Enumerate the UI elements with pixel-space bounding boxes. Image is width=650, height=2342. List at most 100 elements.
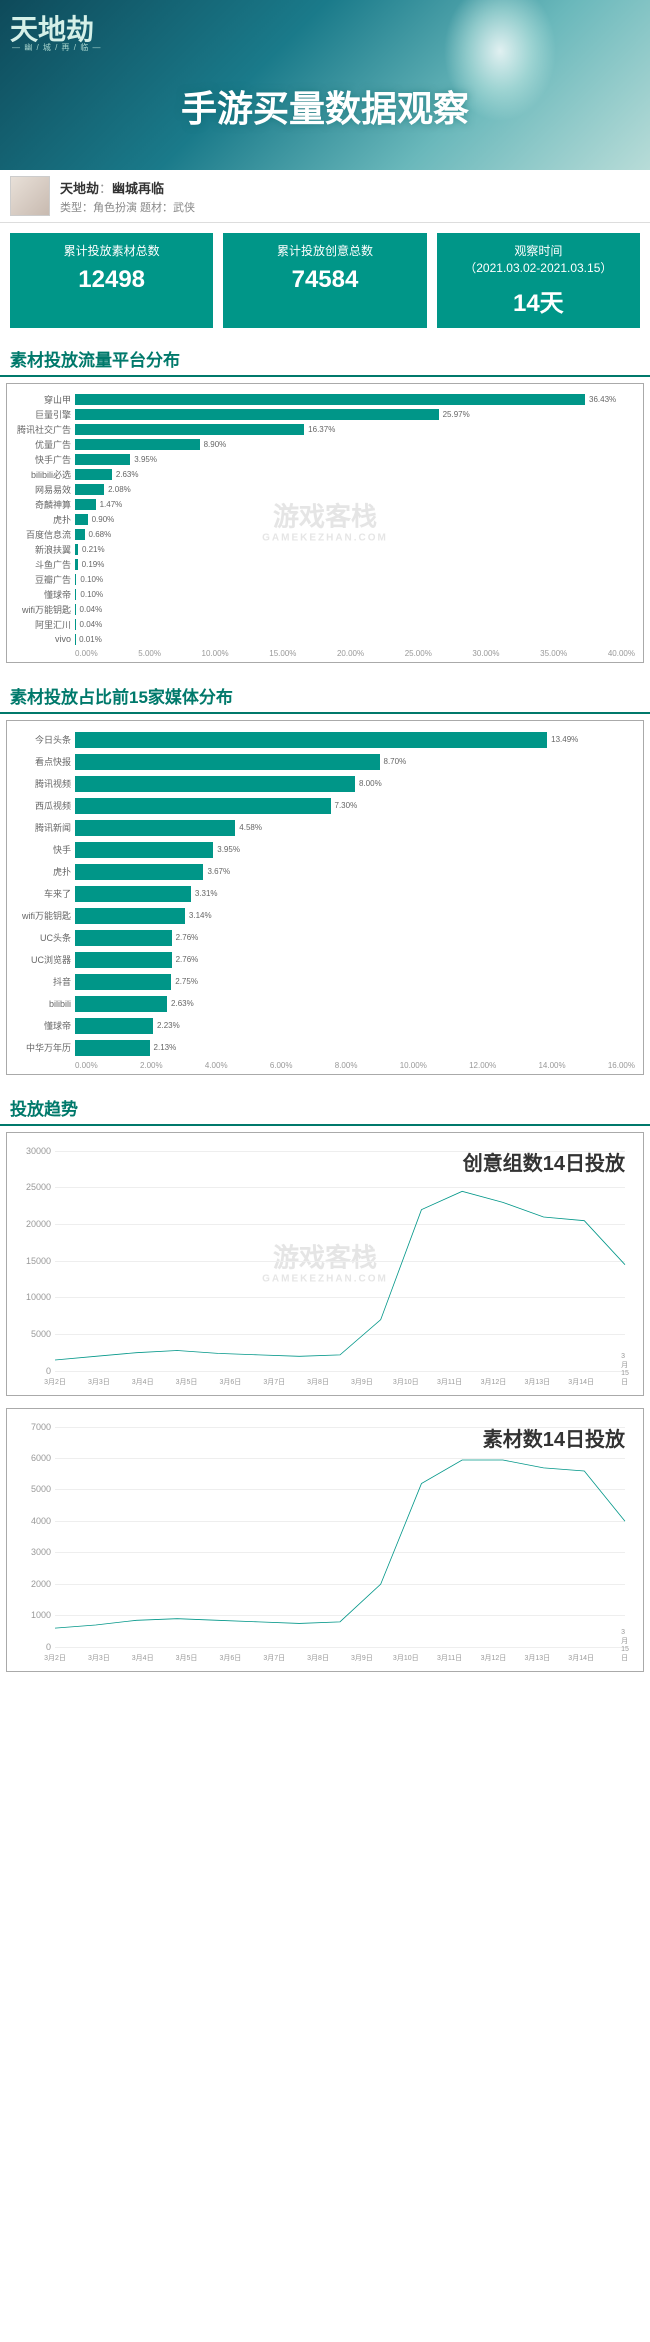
bar-label: 百度信息流 [15,528,75,541]
bar-track: 0.01% [75,634,635,645]
stat-label: 观察时间（2021.03.02-2021.03.15） [443,243,634,277]
bar-value: 2.76% [176,955,199,964]
bar-label: UC浏览器 [15,953,75,966]
x-tick: 5.00% [138,649,161,658]
y-tick: 7000 [17,1422,51,1432]
bar-row: bilibili2.63% [15,993,635,1015]
x-tick: 3月12日 [481,1377,507,1387]
trend-chart-1: 游戏客栈 GAMEKEZHAN.COM 创意组数14日投放 0500010000… [6,1132,644,1396]
x-tick: 20.00% [337,649,364,658]
x-tick: 3月6日 [219,1377,241,1387]
x-tick: 3月4日 [132,1377,154,1387]
x-tick: 3月13日 [524,1377,550,1387]
bar-track: 7.30% [75,798,635,814]
game-name-sep: ： [99,181,112,196]
x-tick: 3月14日 [568,1653,594,1663]
bar-label: 快手广告 [15,453,75,466]
bar-label: 优量广告 [15,438,75,451]
y-tick: 2000 [17,1579,51,1589]
x-tick: 25.00% [405,649,432,658]
game-name-main: 天地劫 [60,181,99,196]
media-xaxis: 0.00%2.00%4.00%6.00%8.00%10.00%12.00%14.… [15,1061,635,1070]
stat-label: 累计投放素材总数 [16,243,207,260]
bar-row: 奇麟神算1.47% [15,497,635,512]
bar-track: 3.95% [75,454,635,465]
bar [75,589,76,600]
bar-row: 豆瓣广告0.10% [15,572,635,587]
bar-row: 虎扑0.90% [15,512,635,527]
y-tick: 5000 [17,1484,51,1494]
game-logo-sub: — 幽 / 城 / 再 / 临 — [12,42,101,53]
bar-label: vivo [15,634,75,644]
x-tick: 10.00% [202,649,229,658]
bar-row: UC头条2.76% [15,927,635,949]
bar [75,754,380,770]
x-tick: 0.00% [75,1061,98,1070]
x-tick: 3月7日 [263,1377,285,1387]
bar [75,604,76,615]
bar-track: 13.49% [75,732,635,748]
x-tick: 3月6日 [219,1653,241,1663]
line-path [55,1427,625,1647]
y-tick: 30000 [17,1146,51,1156]
y-tick: 15000 [17,1256,51,1266]
bar-track: 0.68% [75,529,635,540]
y-tick: 3000 [17,1547,51,1557]
bar [75,974,171,990]
x-tick: 3月2日 [44,1653,66,1663]
bar-track: 0.10% [75,589,635,600]
bar [75,908,185,924]
bar-track: 36.43% [75,394,635,405]
bar-value: 1.47% [100,500,123,509]
stat-box: 累计投放素材总数 12498 [10,233,213,328]
platform-chart: 游戏客栈 GAMEKEZHAN.COM 穿山甲36.43%巨量引擎25.97%腾… [6,383,644,663]
bar-track: 3.95% [75,842,635,858]
bar-track: 25.97% [75,409,635,420]
x-tick: 12.00% [469,1061,496,1070]
bar-row: wifi万能钥匙0.04% [15,602,635,617]
bar-track: 8.70% [75,754,635,770]
media-chart: 今日头条13.49%看点快报8.70%腾讯视频8.00%西瓜视频7.30%腾讯新… [6,720,644,1075]
bar-track: 2.63% [75,996,635,1012]
bar-value: 0.68% [89,530,112,539]
bar [75,469,112,480]
bar-row: 看点快报8.70% [15,751,635,773]
bar-track: 2.13% [75,1040,635,1056]
bar-label: 虎扑 [15,513,75,526]
bar-track: 2.76% [75,930,635,946]
bar [75,776,355,792]
hero-banner: 天地劫 — 幽 / 城 / 再 / 临 — 手游买量数据观察 [0,0,650,170]
game-name: 天地劫：幽城再临 [60,178,195,197]
bar-label: 抖音 [15,975,75,988]
bar-row: 快手广告3.95% [15,452,635,467]
media-bars: 今日头条13.49%看点快报8.70%腾讯视频8.00%西瓜视频7.30%腾讯新… [15,729,635,1059]
bar-track: 4.58% [75,820,635,836]
y-tick: 5000 [17,1329,51,1339]
bar [75,454,130,465]
x-tick: 4.00% [205,1061,228,1070]
bar-value: 36.43% [589,395,616,404]
bar-track: 0.90% [75,514,635,525]
x-tick: 3月5日 [176,1653,198,1663]
trend-chart-2: 素材数14日投放 010002000300040005000600070003月… [6,1408,644,1672]
bar-label: 腾讯视频 [15,777,75,790]
plot-area: 010002000300040005000600070003月2日3月3日3月4… [55,1427,625,1647]
stat-value: 12498 [16,266,207,294]
bar-row: 腾讯社交广告16.37% [15,422,635,437]
bar-track: 3.67% [75,864,635,880]
bar-row: vivo0.01% [15,632,635,647]
bar-row: 新浪扶翼0.21% [15,542,635,557]
bar-track: 0.10% [75,574,635,585]
bar-label: 穿山甲 [15,393,75,406]
x-tick: 35.00% [540,649,567,658]
bar-value: 2.08% [108,485,131,494]
bar-row: 抖音2.75% [15,971,635,993]
bar [75,1040,150,1056]
x-tick: 3月3日 [88,1377,110,1387]
y-tick: 10000 [17,1292,51,1302]
bar [75,732,547,748]
bar-value: 2.23% [157,1021,180,1030]
bar-track: 8.00% [75,776,635,792]
bar [75,864,203,880]
bar-track: 0.21% [75,544,635,555]
